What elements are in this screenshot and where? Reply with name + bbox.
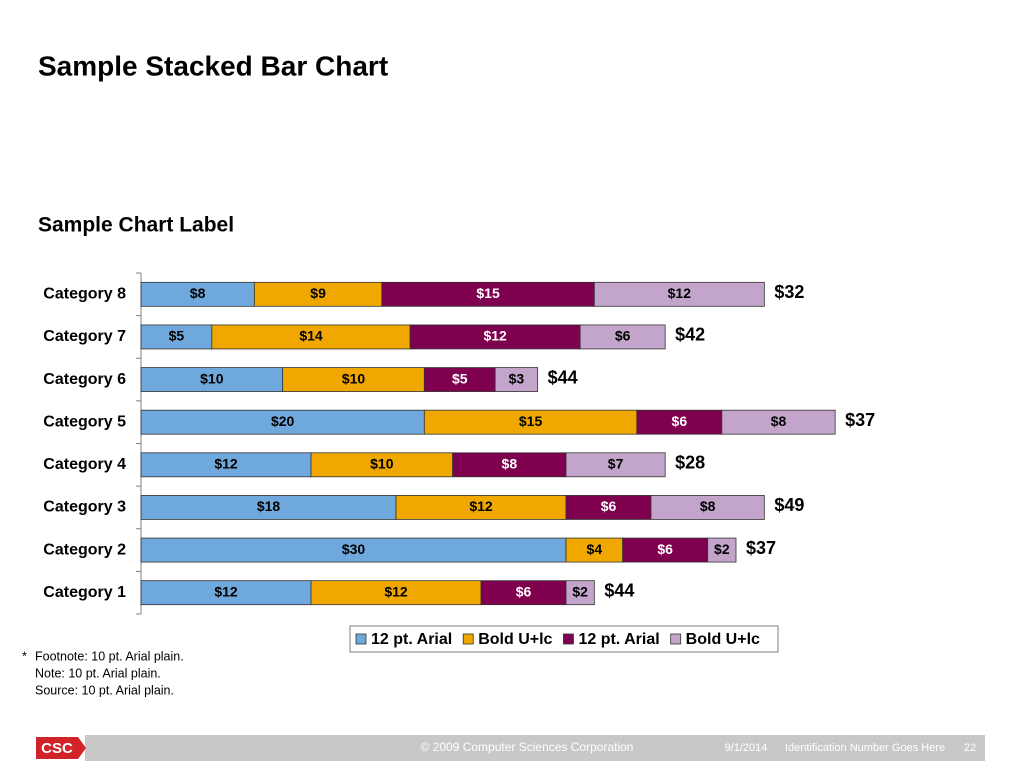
segment-label: $14	[299, 328, 323, 344]
total-label: $37	[746, 538, 776, 558]
segment-label: $30	[342, 541, 366, 557]
footer-bar	[30, 735, 985, 761]
bar-segment	[494, 367, 539, 392]
bar-segment	[480, 580, 567, 606]
segment-label: $20	[271, 413, 295, 429]
category-label: Category 2	[43, 541, 126, 558]
segment-label: $10	[200, 370, 224, 386]
segment-label: $18	[257, 498, 281, 514]
segment-label: $6	[601, 498, 617, 514]
bar-segment	[622, 537, 709, 563]
bar-segment	[423, 367, 496, 392]
slide-title: Sample Stacked Bar Chart	[38, 50, 388, 81]
category-label: Category 4	[43, 456, 126, 473]
bar-segment	[452, 452, 567, 478]
total-label: $49	[774, 495, 804, 515]
legend-label: 12 pt. Arial	[578, 631, 659, 648]
bar-segment	[565, 452, 666, 478]
total-label: $44	[548, 367, 578, 387]
total-label: $28	[675, 453, 705, 473]
legend-label: Bold U+lc	[478, 631, 552, 648]
segment-label: $8	[771, 413, 787, 429]
segment-label: $8	[700, 498, 716, 514]
chart-title: Sample Chart Label	[38, 214, 234, 237]
bar-segment	[211, 324, 411, 350]
segment-label: $6	[657, 541, 673, 557]
bar-segment	[381, 281, 595, 307]
segment-label: $6	[615, 328, 631, 344]
bar-segment	[140, 409, 425, 435]
segment-label: $12	[668, 285, 692, 301]
total-label: $37	[845, 410, 875, 430]
bar-segment	[140, 580, 312, 606]
segment-label: $3	[509, 370, 525, 386]
segment-label: $7	[608, 456, 624, 472]
bar-segment	[140, 367, 284, 392]
segment-label: $12	[214, 456, 238, 472]
bar-segment	[650, 495, 765, 520]
bar-segment	[140, 324, 213, 350]
footnote-marker: *	[22, 649, 27, 663]
bar-segment	[140, 537, 567, 563]
bar-segment	[565, 580, 595, 606]
bar-segment	[579, 324, 666, 350]
legend-swatch	[355, 633, 367, 645]
bar-segment	[310, 580, 482, 606]
segment-label: $6	[672, 413, 688, 429]
logo-shape	[36, 737, 86, 759]
segment-label: $12	[214, 583, 238, 599]
total-label: $42	[675, 325, 705, 345]
total-label: $44	[604, 580, 634, 600]
bar-segment	[593, 281, 765, 307]
category-label: Category 3	[43, 499, 126, 516]
bar-segment	[565, 537, 624, 563]
bar-segment	[310, 452, 454, 478]
legend-label: 12 pt. Arial	[371, 631, 452, 648]
legend-swatch	[462, 633, 474, 645]
bar-segment	[636, 409, 723, 435]
footer-id: Identification Number Goes Here	[785, 742, 945, 754]
footnote: Footnote: 10 pt. Arial plain.	[35, 649, 184, 663]
segment-label: $2	[572, 583, 588, 599]
category-label: Category 7	[43, 328, 126, 345]
legend-label: Bold U+lc	[686, 631, 760, 648]
segment-label: $8	[502, 456, 518, 472]
category-label: Category 6	[43, 371, 126, 388]
footnote: Note: 10 pt. Arial plain.	[35, 666, 161, 680]
segment-label: $15	[519, 413, 543, 429]
segment-label: $2	[714, 541, 730, 557]
segment-label: $10	[370, 456, 394, 472]
footer-date: 9/1/2014	[725, 742, 768, 754]
category-label: Category 1	[43, 584, 126, 601]
copyright: © 2009 Computer Sciences Corporation	[421, 740, 634, 754]
page-number: 22	[964, 742, 976, 754]
bar-segment	[140, 452, 312, 478]
segment-label: $4	[587, 541, 603, 557]
total-label: $32	[774, 282, 804, 302]
bar-segment	[253, 281, 383, 307]
bar-segment	[707, 537, 737, 563]
category-label: Category 8	[43, 286, 126, 303]
logo: CSC	[41, 740, 73, 757]
segment-label: $15	[476, 285, 500, 301]
segment-label: $5	[169, 328, 185, 344]
footnote: Source: 10 pt. Arial plain.	[35, 683, 174, 697]
bar-segment	[565, 495, 652, 520]
segment-label: $9	[310, 285, 326, 301]
legend-swatch	[563, 633, 574, 645]
bar-segment	[140, 495, 397, 520]
segment-label: $10	[342, 370, 366, 386]
segment-label: $12	[384, 583, 408, 599]
segment-label: $5	[452, 370, 468, 386]
legend-swatch	[670, 633, 682, 645]
bar-segment	[282, 367, 425, 392]
segment-label: $12	[469, 498, 493, 514]
category-label: Category 5	[43, 413, 126, 430]
segment-label: $8	[190, 285, 206, 301]
segment-label: $6	[516, 583, 532, 599]
segment-label: $12	[483, 328, 507, 344]
bar-segment	[721, 409, 836, 435]
